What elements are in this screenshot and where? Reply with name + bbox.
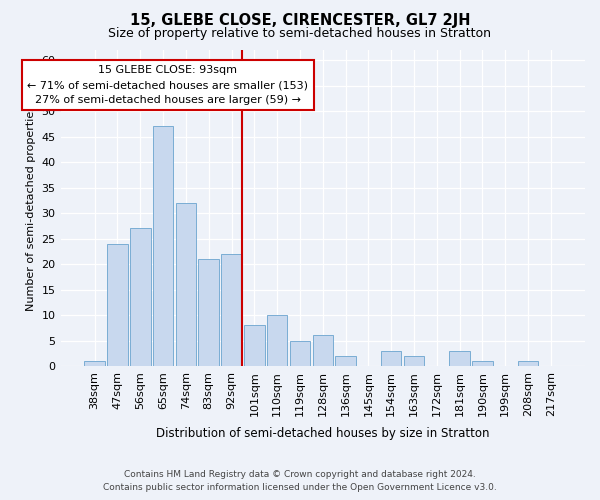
Text: Size of property relative to semi-detached houses in Stratton: Size of property relative to semi-detach… [109,28,491,40]
Bar [199,259,219,366]
Bar [130,228,151,366]
Bar [404,356,424,366]
Bar [153,126,173,366]
Text: 15 GLEBE CLOSE: 93sqm
← 71% of semi-detached houses are smaller (153)
27% of sem: 15 GLEBE CLOSE: 93sqm ← 71% of semi-deta… [27,66,308,105]
Bar [381,350,401,366]
Bar [290,340,310,366]
Bar [267,315,287,366]
Text: 15, GLEBE CLOSE, CIRENCESTER, GL7 2JH: 15, GLEBE CLOSE, CIRENCESTER, GL7 2JH [130,12,470,28]
Bar [335,356,356,366]
Bar [176,203,196,366]
Bar [313,336,333,366]
X-axis label: Distribution of semi-detached houses by size in Stratton: Distribution of semi-detached houses by … [156,427,490,440]
Y-axis label: Number of semi-detached properties: Number of semi-detached properties [26,105,36,311]
Text: Contains HM Land Registry data © Crown copyright and database right 2024.
Contai: Contains HM Land Registry data © Crown c… [103,470,497,492]
Bar [85,361,105,366]
Bar [107,244,128,366]
Bar [518,361,538,366]
Bar [244,325,265,366]
Bar [472,361,493,366]
Bar [221,254,242,366]
Bar [449,350,470,366]
